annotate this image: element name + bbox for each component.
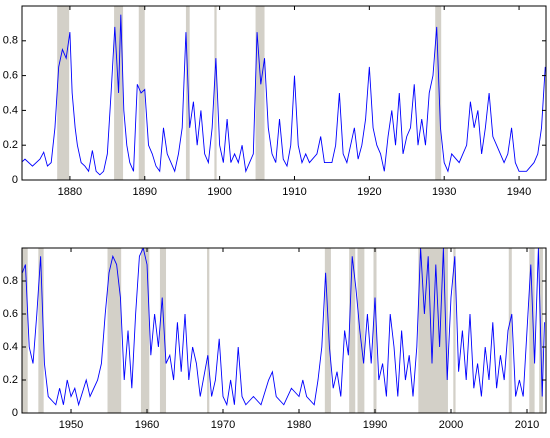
x-tick-label: 2000: [439, 419, 463, 431]
shaded-region: [214, 6, 217, 180]
plot-frame: [21, 247, 547, 414]
shaded-region: [207, 248, 210, 413]
shaded-region: [357, 248, 365, 413]
x-tick-label: 1920: [357, 186, 381, 198]
x-tick-label: 1890: [133, 186, 157, 198]
y-tick-label: 0.4: [3, 341, 18, 353]
y-tick-label: 0.2: [3, 139, 18, 151]
shaded-region: [453, 248, 456, 413]
shaded-region: [159, 248, 167, 413]
shaded-region: [508, 248, 512, 413]
x-tick-label: 1940: [507, 186, 531, 198]
x-tick-label: 1910: [282, 186, 306, 198]
x-tick-label: 2010: [515, 419, 539, 431]
x-tick-label: 1990: [363, 419, 387, 431]
panel: 0 0.2 0.4 0.6 0.8 1950 1960 1970 1980 1990 2000 201…: [3, 247, 547, 431]
y-tick-label: 0: [12, 407, 18, 419]
shaded-region: [373, 248, 377, 413]
y-tick-label: 0: [12, 174, 18, 186]
x-tick-label: 1880: [58, 186, 82, 198]
x-tick-label: 1960: [135, 419, 159, 431]
panel: 0 0.2 0.4 0.6 0.8 1880 1890 1900 1910 1920 1930 194…: [3, 5, 547, 198]
shaded-region: [529, 248, 535, 413]
x-tick-label: 1930: [432, 186, 456, 198]
line: [22, 248, 545, 407]
x-tick-label: 1950: [59, 419, 83, 431]
shaded-region: [140, 248, 150, 413]
shaded-region: [138, 6, 145, 180]
line: [22, 14, 546, 176]
y-tick-label: 0.8: [3, 35, 18, 47]
shaded-region: [107, 248, 122, 413]
x-tick-label: 1980: [287, 419, 311, 431]
y-tick-label: 0.2: [3, 374, 18, 386]
x-tick-label: 1900: [207, 186, 231, 198]
shaded-region: [435, 6, 442, 180]
y-tick-label: 0.6: [3, 70, 18, 82]
shaded-region: [324, 248, 331, 413]
shaded-region: [255, 6, 265, 180]
y-tick-label: 0.4: [3, 104, 18, 116]
y-tick-label: 0.6: [3, 308, 18, 320]
shaded-region: [22, 248, 28, 413]
y-tick-label: 0.8: [3, 275, 18, 287]
shaded-region: [38, 248, 44, 413]
shaded-region: [57, 6, 70, 180]
plot-frame: [21, 5, 547, 181]
x-tick-label: 1970: [211, 419, 235, 431]
shaded-region: [539, 248, 543, 413]
shaded-region: [185, 6, 190, 180]
shaded-region: [349, 248, 356, 413]
